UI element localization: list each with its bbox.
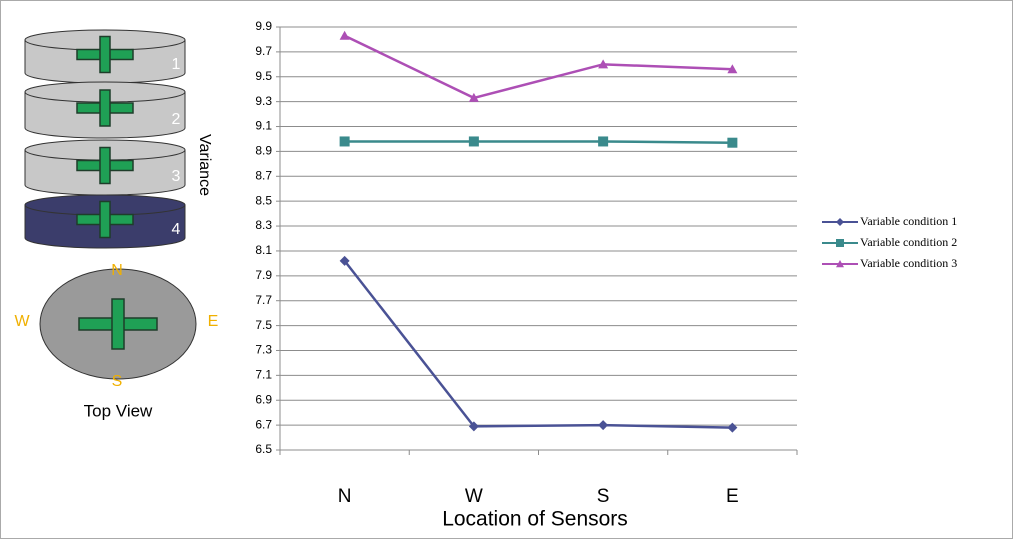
disc-label: 4 <box>172 221 181 238</box>
series-line <box>344 140 733 144</box>
y-tick-label: 6.7 <box>255 417 272 431</box>
y-tick-label: 8.9 <box>255 144 272 158</box>
plus-bar <box>99 89 111 127</box>
sensor-diagram: 1 2 3 4 N W E S <box>14 29 219 390</box>
plus-bar <box>99 35 111 74</box>
y-tick-label: 7.3 <box>255 343 272 357</box>
x-tick-label: N <box>338 486 352 507</box>
marker <box>727 422 738 433</box>
marker <box>836 239 844 247</box>
disc-label: 2 <box>172 111 181 128</box>
marker <box>727 137 738 148</box>
series-line <box>344 34 733 100</box>
marker <box>339 255 350 266</box>
y-tick-label: 8.3 <box>255 218 272 232</box>
plus-bar <box>99 146 111 185</box>
x-tick-label: S <box>597 486 610 507</box>
x-tick-label: E <box>726 486 739 507</box>
y-tick-label: 6.9 <box>255 392 272 406</box>
y-tick-label: 8.1 <box>255 243 272 257</box>
marker <box>468 92 479 102</box>
y-tick-label: 7.7 <box>255 293 272 307</box>
marker <box>598 420 609 431</box>
y-tick-label: 8.7 <box>255 168 272 182</box>
marker <box>727 64 738 74</box>
marker <box>339 136 350 147</box>
compass-label: S <box>112 373 123 390</box>
marker <box>598 136 609 147</box>
y-tick-label: 9.7 <box>255 44 272 58</box>
marker <box>468 421 479 432</box>
y-axis-title: Variance <box>196 134 213 196</box>
marker <box>468 136 479 147</box>
disc-label: 1 <box>172 56 181 73</box>
disc-label: 3 <box>172 168 181 185</box>
compass-label: E <box>208 313 219 330</box>
legend-label: Variable condition 3 <box>860 256 957 270</box>
y-tick-label: 9.3 <box>255 94 272 108</box>
legend-label: Variable condition 2 <box>860 235 957 249</box>
caption: Top View <box>84 401 153 420</box>
y-tick-label: 7.5 <box>255 318 272 332</box>
y-tick-label: 9.1 <box>255 119 272 133</box>
plus-bar <box>99 200 111 239</box>
legend-label: Variable condition 1 <box>860 214 957 228</box>
compass-label: N <box>111 262 123 279</box>
marker <box>339 30 350 40</box>
series-line <box>343 260 733 429</box>
y-tick-label: 6.5 <box>255 442 272 456</box>
y-tick-label: 8.5 <box>255 193 272 207</box>
y-tick-label: 9.9 <box>255 19 272 33</box>
marker <box>836 218 844 226</box>
marker <box>598 59 609 69</box>
compass-label: W <box>14 313 30 330</box>
y-tick-label: 7.1 <box>255 368 272 382</box>
x-tick-label: W <box>465 486 483 507</box>
x-axis-title: Location of Sensors <box>442 508 628 531</box>
marker <box>836 260 844 268</box>
y-tick-label: 9.5 <box>255 69 272 83</box>
y-tick-label: 7.9 <box>255 268 272 282</box>
plus-bar <box>111 298 125 350</box>
